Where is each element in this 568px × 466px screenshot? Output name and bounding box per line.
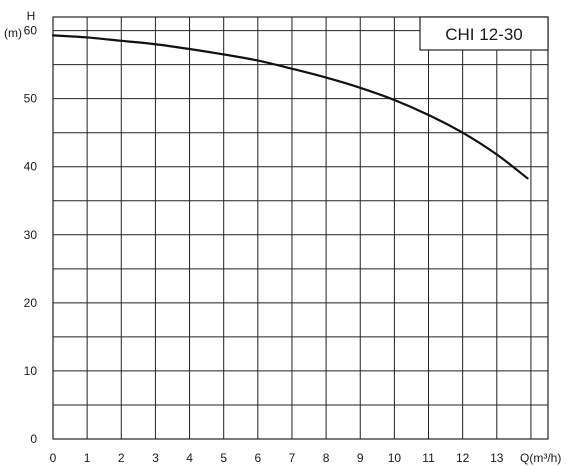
- y-tick-label: 20: [24, 296, 38, 310]
- x-tick-label: 7: [289, 451, 296, 465]
- x-tick-label: 2: [118, 451, 125, 465]
- y-tick-label: 40: [24, 160, 38, 174]
- x-tick-label: 13: [490, 451, 504, 465]
- performance-curve: [51, 34, 529, 180]
- legend-label: CHI 12-30: [445, 25, 522, 44]
- y-axis-symbol: H: [27, 9, 36, 23]
- y-tick-label: 0: [30, 432, 37, 446]
- grid: [53, 17, 548, 439]
- x-tick-label: 11: [422, 451, 435, 465]
- x-tick-label: 6: [254, 451, 261, 465]
- y-tick-label: 30: [24, 228, 38, 242]
- x-tick-label: 1: [84, 451, 91, 465]
- y-axis-unit: (m): [4, 26, 22, 40]
- x-tick-label: 12: [456, 451, 470, 465]
- x-tick-label: 10: [388, 451, 402, 465]
- y-tick-label: 50: [24, 92, 38, 106]
- plot-frame: [52, 16, 549, 440]
- x-tick-label: 4: [186, 451, 193, 465]
- x-tick-label: 5: [220, 451, 227, 465]
- x-tick-label: 3: [152, 451, 159, 465]
- x-tick-label: 9: [357, 451, 364, 465]
- x-tick-label: 0: [50, 451, 57, 465]
- x-axis-label: Q(m³/h): [520, 451, 561, 465]
- y-tick-label: 10: [24, 364, 38, 378]
- x-tick-label: 8: [323, 451, 330, 465]
- y-tick-label: 60: [24, 24, 38, 38]
- legend-box: CHI 12-30: [419, 16, 549, 51]
